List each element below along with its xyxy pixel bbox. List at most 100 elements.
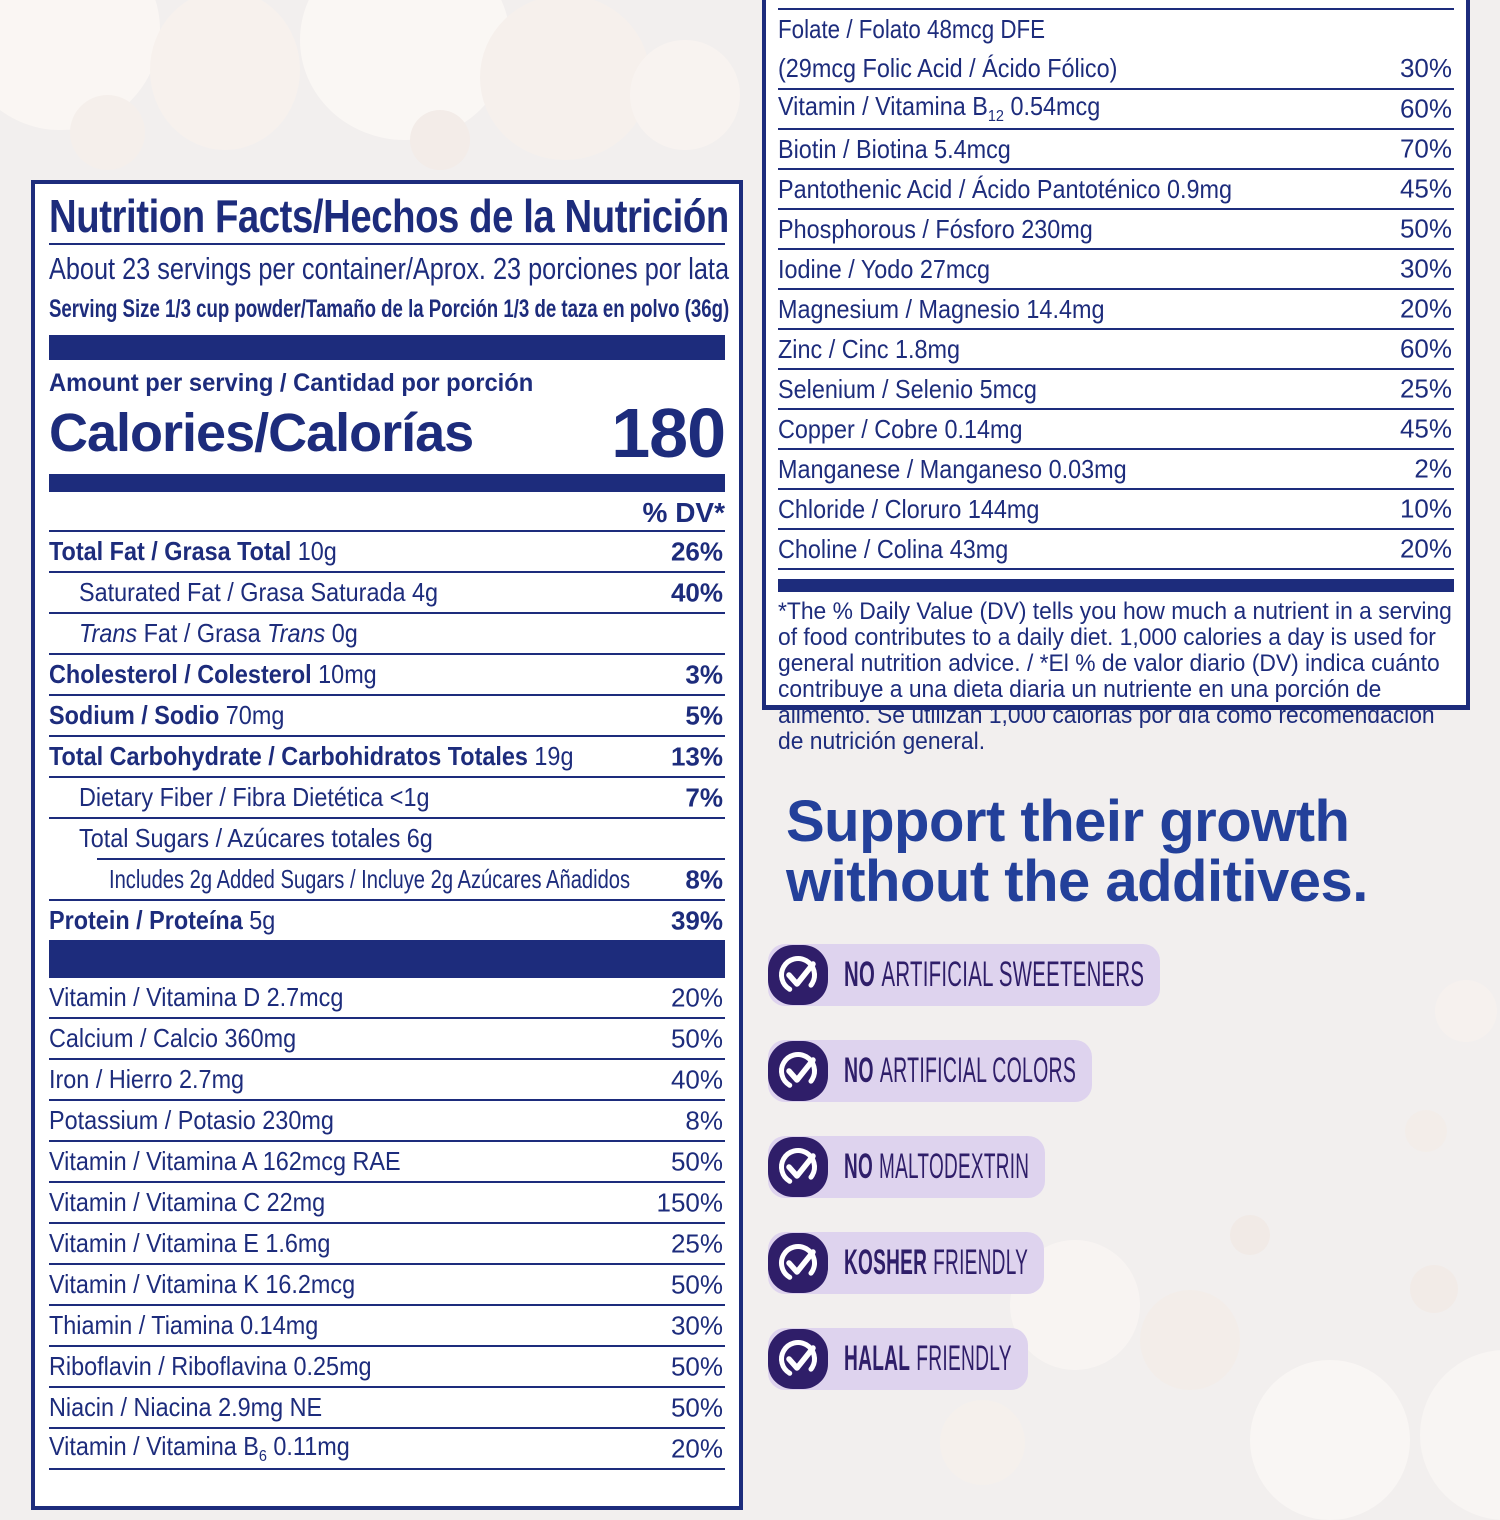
amount-per-serving: Amount per serving / Cantidad por porció…	[49, 369, 534, 397]
daily-value-percent: 5%	[685, 700, 723, 730]
nutrient-row: Calcium / Calcio 360mg 50%	[49, 1019, 725, 1060]
claim-badge-rest: ARTIFICIAL SWEETENERS	[881, 955, 1145, 994]
claim-badge-label: NO ARTIFICIAL SWEETENERS	[844, 955, 1144, 995]
nutrition-facts-title: Nutrition Facts/Hechos de la Nutrición	[49, 190, 729, 242]
daily-value-percent: 50%	[670, 1023, 723, 1053]
divider	[49, 530, 725, 532]
nutrient-name-part: Pantothenic Acid / Ácido Pantoténico 0.9…	[778, 173, 1232, 204]
daily-value-percent: 8%	[685, 1105, 723, 1135]
milk-bubble	[1435, 980, 1497, 1042]
nutrient-name: Saturated Fat / Grasa Saturada 4g	[79, 577, 438, 608]
daily-value-percent: 60%	[1399, 333, 1452, 364]
nutrient-row: Vitamin / Vitamina B12 0.54mcg 60%	[778, 90, 1454, 130]
nutrient-name-part: Biotin / Biotina 5.4mcg	[778, 133, 1011, 164]
claim-badge-rest: MALTODEXTRIN	[878, 1147, 1030, 1186]
daily-value-percent: 26%	[670, 536, 723, 566]
nutrient-name-part: 6	[258, 1447, 267, 1466]
milk-bubble	[0, 0, 160, 130]
daily-value-percent: 39%	[670, 905, 723, 935]
nutrient-row: Riboflavin / Riboflavina 0.25mg 50%	[49, 1347, 725, 1388]
nutrient-name-part: Magnesium / Magnesio 14.4mg	[778, 293, 1105, 324]
nutrient-name: Potassium / Potasio 230mg	[49, 1105, 334, 1136]
thick-rule	[778, 579, 1454, 592]
claim-badge-keyword: NO	[844, 1051, 874, 1090]
nutrient-name: (29mcg Folic Acid / Ácido Fólico)	[778, 49, 1117, 88]
nutrient-name-part: Niacin / Niacina 2.9mg NE	[49, 1392, 323, 1422]
check-circle-icon	[768, 1137, 828, 1197]
nutrient-row: Copper / Cobre 0.14mg 45%	[778, 410, 1454, 450]
claim-badge: NO MALTODEXTRIN	[768, 1136, 1045, 1198]
nutrient-row: Vitamin / Vitamina A 162mcg RAE 50%	[49, 1142, 725, 1183]
nutrient-table: Total Fat / Grasa Total 10g 26% Saturated …	[49, 532, 725, 942]
nutrient-name: Protein / Proteína 5g	[49, 905, 275, 936]
nutrient-row: Vitamin / Vitamina E 1.6mg 25%	[49, 1224, 725, 1265]
vitamin-table: Vitamin / Vitamina D 2.7mcg 20% Calcium / …	[49, 978, 725, 1470]
nutrient-name-part: 10g	[291, 536, 337, 566]
nutrient-row: Choline / Colina 43mg 20%	[778, 530, 1454, 570]
nutrient-name-part: Protein / Proteína	[49, 905, 243, 935]
claim-badge-rest: FRIENDLY	[933, 1243, 1029, 1282]
nutrient-name: Trans Fat / Grasa Trans 0g	[79, 618, 358, 649]
milk-bubble	[1410, 1265, 1458, 1313]
nutrient-row: Magnesium / Magnesio 14.4mg 20%	[778, 290, 1454, 330]
nutrient-name: Vitamin / Vitamina A 162mcg RAE	[49, 1146, 401, 1177]
milk-bubble	[630, 40, 740, 150]
nutrient-name-part: Calcium / Calcio 360mg	[49, 1023, 297, 1053]
nutrient-row: Vitamin / Vitamina B6 0.11mg 20%	[49, 1429, 725, 1470]
nutrient-name-part: Vitamin / Vitamina D 2.7mcg	[49, 982, 344, 1012]
nutrient-name-part: Sodium / Sodio	[49, 700, 220, 730]
nutrient-name-part: Chloride / Cloruro 144mg	[778, 493, 1040, 524]
nutrient-name-part: Vitamin / Vitamina E 1.6mg	[49, 1228, 331, 1258]
daily-value-percent: 7%	[685, 782, 723, 812]
daily-value-percent: 20%	[1399, 293, 1452, 324]
nutrient-name: Vitamin / Vitamina B6 0.11mg	[49, 1431, 350, 1466]
claim-badge-keyword: KOSHER	[844, 1243, 928, 1282]
daily-value-percent: 20%	[1399, 533, 1452, 564]
daily-value-percent: 45%	[1399, 173, 1452, 204]
nutrient-name: Vitamin / Vitamina K 16.2mcg	[49, 1269, 355, 1300]
nutrient-name: Iodine / Yodo 27mcg	[778, 254, 990, 285]
daily-value-percent: 50%	[670, 1351, 723, 1381]
serving-size: Serving Size 1/3 cup powder/Tamaño de la…	[49, 295, 730, 323]
claim-badge-keyword: NO	[844, 955, 876, 994]
nutrient-name-part: 0.54mcg	[1003, 91, 1101, 122]
daily-value-header: % DV*	[642, 497, 725, 528]
daily-value-percent: 25%	[1399, 373, 1452, 404]
nutrient-row: Protein / Proteína 5g 39%	[49, 901, 725, 942]
nutrient-name-part: Zinc / Cinc 1.8mg	[778, 333, 961, 364]
daily-value-percent: 10%	[1399, 493, 1452, 524]
daily-value-percent: 50%	[1399, 213, 1452, 244]
nutrient-name: Vitamin / Vitamina D 2.7mcg	[49, 982, 343, 1013]
nutrient-name-part: Manganese / Manganeso 0.03mg	[778, 453, 1127, 484]
check-circle-icon	[768, 945, 828, 1005]
nutrient-name-part: Trans	[79, 618, 138, 648]
claim-badges: NO ARTIFICIAL SWEETENERS NO ARTIFICIAL COL…	[768, 944, 1160, 1424]
nutrient-name: Pantothenic Acid / Ácido Pantoténico 0.9…	[778, 174, 1232, 205]
nutrient-name-part: Thiamin / Tiamina 0.14mg	[49, 1310, 319, 1340]
daily-value-percent: 20%	[670, 1433, 723, 1463]
nutrient-name-part: Vitamin / Vitamina K 16.2mcg	[49, 1269, 356, 1299]
milk-bubble	[1250, 1360, 1410, 1520]
nutrient-name-part: Iodine / Yodo 27mcg	[778, 253, 991, 284]
nutrient-name: Riboflavin / Riboflavina 0.25mg	[49, 1351, 372, 1382]
nutrient-row: Pantothenic Acid / Ácido Pantoténico 0.9…	[778, 170, 1454, 210]
nutrient-name-part: 10mg	[311, 659, 377, 689]
claim-badge-label: NO ARTIFICIAL COLORS	[844, 1051, 1076, 1091]
nutrient-name: Magnesium / Magnesio 14.4mg	[778, 294, 1104, 325]
nutrient-name: Thiamin / Tiamina 0.14mg	[49, 1310, 318, 1341]
daily-value-percent: 8%	[685, 864, 723, 894]
nutrient-row: Chloride / Cloruro 144mg 10%	[778, 490, 1454, 530]
daily-value-percent: 30%	[1399, 53, 1452, 83]
nutrient-row: Vitamin / Vitamina K 16.2mcg 50%	[49, 1265, 725, 1306]
nutrient-row: Saturated Fat / Grasa Saturada 4g 40%	[49, 573, 725, 614]
daily-value-percent: 50%	[670, 1146, 723, 1176]
nutrient-name: Dietary Fiber / Fibra Dietética <1g	[79, 782, 429, 813]
nutrient-name: Folate / Folato 48mcg DFE	[778, 14, 1046, 44]
thick-rule	[49, 942, 725, 978]
servings-per-container: About 23 servings per container/Aprox. 2…	[49, 251, 730, 286]
nutrient-row: Potassium / Potasio 230mg 8%	[49, 1101, 725, 1142]
divider	[49, 243, 725, 245]
nutrient-row: Trans Fat / Grasa Trans 0g	[49, 614, 725, 655]
daily-value-percent: 60%	[1399, 93, 1452, 124]
nutrient-name-part: Fat / Grasa	[137, 618, 268, 648]
